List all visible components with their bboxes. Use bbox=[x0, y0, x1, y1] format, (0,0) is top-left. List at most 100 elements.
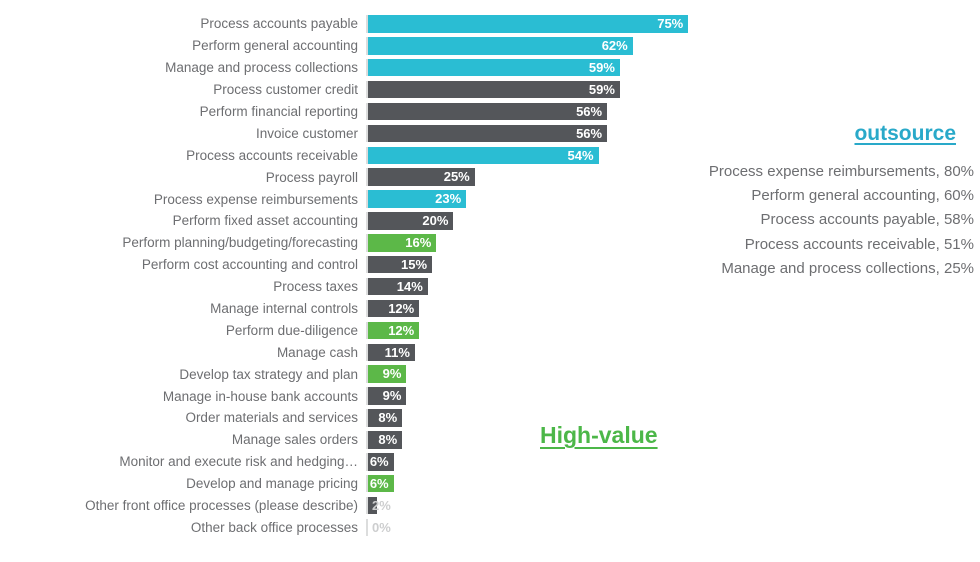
bar-track: 62% bbox=[366, 37, 974, 55]
outsource-list-item: Process expense reimbursements, 80% bbox=[708, 163, 974, 180]
bar-chart: Process accounts payable 75% Perform gener… bbox=[0, 13, 974, 538]
value-label: 9% bbox=[382, 366, 402, 382]
value-label: 12% bbox=[388, 322, 415, 338]
bar-row: Perform planning/budgeting/forecasting 16… bbox=[0, 232, 974, 254]
bar: 8% bbox=[368, 431, 403, 449]
value-label: 56% bbox=[576, 125, 603, 141]
bar-track: 56% bbox=[366, 102, 974, 121]
category-label: Other front office processes (please des… bbox=[85, 498, 358, 514]
bar-track: 23% bbox=[366, 190, 974, 208]
bar-row: Process expense reimbursements 23% bbox=[0, 188, 974, 210]
bar: 6% bbox=[368, 474, 394, 493]
value-label: 8% bbox=[378, 410, 398, 426]
bar-row: Perform general accounting 62% bbox=[0, 35, 974, 57]
bar-track: 16% bbox=[366, 234, 974, 252]
bar-row: Process customer credit 59% bbox=[0, 79, 974, 101]
category-label: Other back office processes bbox=[190, 519, 358, 535]
bar-track: 59% bbox=[366, 80, 974, 99]
category-label: Manage internal controls bbox=[210, 301, 358, 317]
value-label: 14% bbox=[396, 278, 423, 294]
bar-track: 9% bbox=[366, 387, 974, 405]
bar bbox=[368, 496, 377, 515]
bar-row: Manage cash 11% bbox=[0, 341, 974, 363]
outsource-list-item: Process accounts payable, 58% bbox=[760, 211, 974, 229]
category-label: Process accounts payable bbox=[200, 16, 358, 32]
bar: 6% bbox=[368, 453, 394, 471]
bar-track: 0% bbox=[366, 518, 974, 537]
value-label: 12% bbox=[388, 300, 415, 316]
category-label: Perform fixed asset accounting bbox=[172, 213, 358, 229]
bar: 23% bbox=[368, 190, 467, 208]
bar-row: Process payroll 25% bbox=[0, 166, 974, 188]
category-label: Order materials and services bbox=[185, 410, 358, 426]
bar: 9% bbox=[368, 365, 407, 383]
bar: 56% bbox=[368, 102, 608, 121]
category-label: Process payroll bbox=[265, 169, 358, 185]
bar-track: 8% bbox=[366, 409, 974, 427]
bar-row: Perform fixed asset accounting 20% bbox=[0, 210, 974, 232]
category-label: Perform general accounting bbox=[192, 38, 358, 54]
bar-row: Other back office processes 0% bbox=[0, 516, 974, 538]
high-value-label: High-value bbox=[540, 422, 658, 448]
bar: 54% bbox=[368, 146, 599, 165]
bar-row: Manage and process collections 59% bbox=[0, 57, 974, 79]
value-label: 15% bbox=[401, 256, 428, 272]
bar: 12% bbox=[368, 299, 420, 318]
value-label: 56% bbox=[576, 103, 603, 119]
value-label: 75% bbox=[657, 16, 684, 32]
outsource-heading: outsource bbox=[854, 122, 956, 145]
bar: 75% bbox=[368, 15, 689, 33]
bar: 12% bbox=[368, 321, 420, 340]
bar-track: 56% bbox=[366, 124, 974, 143]
category-label: Process expense reimbursements bbox=[153, 191, 358, 207]
category-label: Process accounts receivable bbox=[186, 147, 358, 163]
bar-row: Order materials and services 8% bbox=[0, 407, 974, 429]
bar-track: 11% bbox=[366, 343, 974, 362]
bar-row: Process accounts payable 75% bbox=[0, 13, 974, 35]
bar-row: Invoice customer 56% bbox=[0, 122, 974, 144]
bar-row: Monitor and execute risk and hedging… 6% bbox=[0, 451, 974, 473]
category-label: Manage cash bbox=[276, 344, 358, 360]
category-label: Manage sales orders bbox=[231, 432, 358, 448]
bar-row: Other front office processes (please des… bbox=[0, 495, 974, 517]
bar: 59% bbox=[368, 58, 620, 77]
bar-track: 2% bbox=[366, 496, 974, 515]
bar-row: Manage sales orders 8% bbox=[0, 429, 974, 451]
bar-track: 54% bbox=[366, 146, 974, 165]
bar-track: 12% bbox=[366, 299, 974, 318]
bar: 15% bbox=[368, 255, 433, 274]
bar-row: Perform financial reporting 56% bbox=[0, 101, 974, 123]
bar: 20% bbox=[368, 212, 454, 230]
bar: 25% bbox=[368, 168, 475, 186]
value-label: 25% bbox=[443, 169, 470, 185]
bar-track: 8% bbox=[366, 431, 974, 449]
bar-row: Develop and manage pricing 6% bbox=[0, 473, 974, 495]
value-label: 9% bbox=[382, 388, 402, 404]
bar-track: 25% bbox=[366, 168, 974, 186]
bar: 14% bbox=[368, 277, 428, 296]
category-label: Monitor and execute risk and hedging… bbox=[119, 454, 358, 470]
bar: 59% bbox=[368, 80, 620, 99]
category-label: Manage and process collections bbox=[165, 60, 358, 76]
outsource-list-item: Manage and process collections, 25% bbox=[721, 259, 974, 277]
value-label: 16% bbox=[405, 235, 432, 251]
value-label: 54% bbox=[567, 147, 594, 163]
bar-row: Manage in-house bank accounts 9% bbox=[0, 385, 974, 407]
bar: 8% bbox=[368, 409, 403, 427]
bar-track: 12% bbox=[366, 321, 974, 340]
category-label: Perform cost accounting and control bbox=[141, 257, 358, 273]
bar: 62% bbox=[368, 37, 633, 55]
bar-row: Process accounts receivable 54% bbox=[0, 144, 974, 166]
bar-track: 14% bbox=[366, 277, 974, 296]
category-label: Invoice customer bbox=[255, 125, 358, 141]
bar: 9% bbox=[368, 387, 407, 405]
category-label: Develop and manage pricing bbox=[186, 476, 358, 492]
value-label: 62% bbox=[601, 38, 628, 54]
category-label: Develop tax strategy and plan bbox=[179, 366, 358, 382]
value-label: 11% bbox=[384, 344, 410, 360]
category-label: Perform financial reporting bbox=[199, 104, 358, 119]
bar-track: 75% bbox=[366, 15, 974, 33]
bar-track: 20% bbox=[366, 212, 974, 230]
bar-track: 9% bbox=[366, 365, 974, 383]
value-label: 6% bbox=[369, 475, 389, 491]
